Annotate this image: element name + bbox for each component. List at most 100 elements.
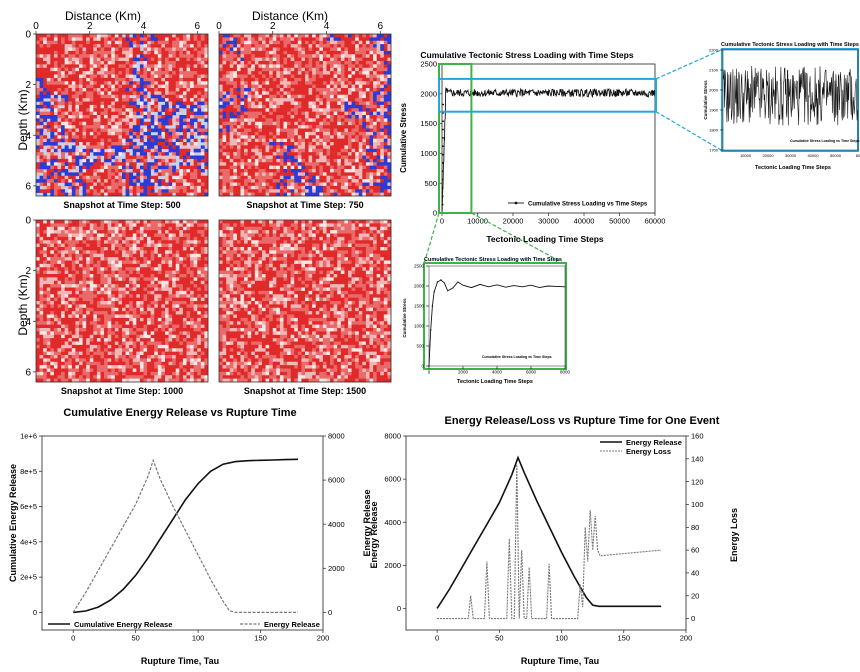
stress-cell: [64, 247, 69, 251]
stress-cell: [279, 115, 284, 119]
stress-cell: [107, 57, 112, 62]
stress-cell: [362, 108, 367, 112]
stress-cell: [182, 169, 187, 173]
stress-cell: [157, 81, 162, 85]
stress-cell: [373, 50, 377, 55]
stress-cell: [200, 189, 205, 193]
stress-cell: [340, 115, 345, 119]
stress-cell: [154, 57, 159, 62]
stress-cell: [93, 111, 98, 116]
stress-cell: [219, 37, 223, 42]
stress-cell: [57, 61, 62, 65]
stress-cell: [43, 371, 48, 376]
stress-cell: [322, 34, 327, 38]
stress-cell: [219, 162, 223, 166]
stress-cell: [64, 378, 69, 383]
stress-cell: [283, 135, 288, 139]
stress-cell: [86, 64, 91, 69]
stress-cell: [53, 71, 58, 75]
stress-cell: [71, 257, 76, 261]
stress-cell: [96, 98, 101, 102]
stress-cell: [53, 223, 58, 228]
stress-cell: [61, 155, 65, 160]
stress-cell: [75, 240, 80, 244]
stress-cell: [315, 182, 320, 187]
stress-cell: [197, 81, 202, 85]
stress-cell: [118, 162, 123, 166]
stress-cell: [43, 341, 48, 346]
stress-cell: [272, 158, 277, 163]
stress-cell: [258, 128, 263, 133]
stress-cell: [89, 88, 94, 92]
stress-cell: [53, 98, 58, 102]
stress-cell: [355, 91, 360, 96]
stress-cell: [279, 121, 284, 126]
stress-cell: [50, 368, 55, 373]
stress-cell: [39, 158, 44, 163]
stress-cell: [312, 165, 317, 170]
stress-cell: [222, 57, 227, 62]
stress-cell: [251, 108, 256, 112]
stress-cell: [272, 40, 277, 45]
stress-cell: [36, 94, 40, 99]
stress-cell: [79, 40, 83, 45]
stress-cell: [150, 152, 155, 156]
stress-cell: [204, 57, 209, 62]
stress-cell: [68, 44, 73, 48]
stress-cell: [111, 182, 116, 187]
stress-cell: [161, 81, 166, 85]
stress-cell: [322, 98, 327, 102]
stress-cell: [161, 50, 166, 55]
stress-cell: [150, 101, 155, 106]
stress-cell: [365, 162, 370, 166]
stress-cell: [82, 158, 87, 163]
stress-cell: [71, 128, 76, 133]
stress-cell: [222, 77, 227, 82]
stress-cell: [333, 98, 338, 102]
stress-cell: [46, 294, 51, 298]
stress-cell: [265, 148, 270, 153]
stress-cell: [330, 54, 334, 58]
stress-cell: [143, 74, 148, 79]
stress-cell: [190, 98, 194, 102]
stress-cell: [175, 57, 180, 62]
stress-cell: [129, 165, 134, 170]
stress-cell: [380, 54, 385, 58]
stress-cell: [322, 94, 327, 99]
stress-cell: [53, 331, 58, 336]
stress-cell: [132, 98, 137, 102]
stress-cell: [258, 67, 263, 72]
stress-cell: [43, 304, 48, 309]
stress-cell: [36, 50, 40, 55]
stress-cell: [143, 121, 148, 126]
stress-cell: [340, 71, 345, 75]
stress-cell: [118, 125, 123, 129]
stress-cell: [362, 40, 367, 45]
stress-cell: [326, 189, 331, 193]
stress-cell: [53, 158, 58, 163]
stress-cell: [75, 152, 80, 156]
stress-cell: [269, 148, 274, 153]
stress-cell: [340, 135, 345, 139]
stress-cell: [348, 84, 352, 89]
stress-cell: [61, 223, 65, 228]
stress-cell: [326, 94, 331, 99]
stress-cell: [265, 138, 270, 143]
stress-cell: [100, 182, 105, 187]
stress-cell: [182, 189, 187, 193]
stress-cell: [86, 172, 91, 177]
stress-cell: [222, 88, 227, 92]
stress-cell: [89, 34, 94, 38]
stress-cell: [262, 71, 266, 75]
stress-cell: [86, 162, 91, 166]
stress-cell: [319, 175, 324, 180]
stress-cell: [46, 250, 51, 255]
stress-cell: [240, 172, 245, 177]
stress-cell: [104, 77, 108, 82]
stress-cell: [36, 338, 40, 342]
stress-cell: [319, 91, 324, 96]
stress-cell: [265, 162, 270, 166]
stress-cell: [240, 135, 245, 139]
stress-cell: [301, 145, 306, 150]
stress-cell: [376, 138, 381, 143]
